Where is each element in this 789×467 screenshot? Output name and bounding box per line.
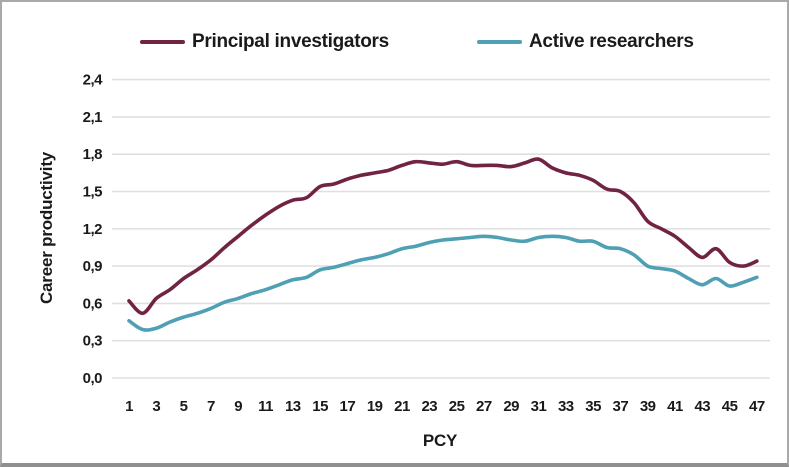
- svg-text:3: 3: [152, 398, 160, 415]
- svg-text:9: 9: [234, 398, 242, 415]
- svg-text:37: 37: [613, 398, 629, 415]
- svg-text:41: 41: [667, 398, 683, 415]
- svg-text:23: 23: [421, 398, 437, 415]
- svg-text:17: 17: [340, 398, 356, 415]
- svg-text:21: 21: [394, 398, 410, 415]
- svg-text:15: 15: [312, 398, 328, 415]
- svg-text:43: 43: [694, 398, 710, 415]
- svg-text:27: 27: [476, 398, 492, 415]
- x-axis-title: PCY: [422, 431, 458, 450]
- svg-text:39: 39: [640, 398, 656, 415]
- svg-text:0,6: 0,6: [83, 295, 103, 312]
- svg-text:0,0: 0,0: [83, 370, 103, 387]
- svg-text:47: 47: [749, 398, 765, 415]
- y-axis-title: Career productivity: [37, 151, 56, 305]
- svg-text:29: 29: [503, 398, 519, 415]
- svg-text:33: 33: [558, 398, 574, 415]
- legend-line-swatch-principal-investigators: [140, 40, 185, 44]
- svg-text:1: 1: [125, 398, 133, 415]
- svg-text:2,4: 2,4: [83, 72, 104, 89]
- svg-text:2,1: 2,1: [83, 109, 103, 126]
- svg-text:1,2: 1,2: [83, 221, 103, 238]
- svg-text:1,5: 1,5: [83, 184, 103, 201]
- legend-item-active-researchers: Active researchers: [477, 30, 694, 54]
- svg-text:0,9: 0,9: [83, 258, 103, 275]
- svg-text:19: 19: [367, 398, 383, 415]
- legend-label-active-researchers: Active researchers: [529, 31, 694, 52]
- svg-text:1,8: 1,8: [83, 146, 103, 163]
- svg-text:35: 35: [585, 398, 601, 415]
- svg-text:25: 25: [449, 398, 465, 415]
- svg-text:0,3: 0,3: [83, 333, 103, 350]
- legend-line-swatch-active-researchers: [477, 40, 522, 44]
- svg-text:11: 11: [258, 398, 273, 415]
- svg-text:5: 5: [180, 398, 188, 415]
- svg-text:45: 45: [722, 398, 738, 415]
- legend-label-principal-investigators: Principal investigators: [192, 31, 389, 52]
- legend-item-principal-investigators: Principal investigators: [140, 30, 389, 54]
- svg-text:31: 31: [531, 398, 547, 415]
- svg-text:13: 13: [285, 398, 301, 415]
- svg-text:7: 7: [207, 398, 215, 415]
